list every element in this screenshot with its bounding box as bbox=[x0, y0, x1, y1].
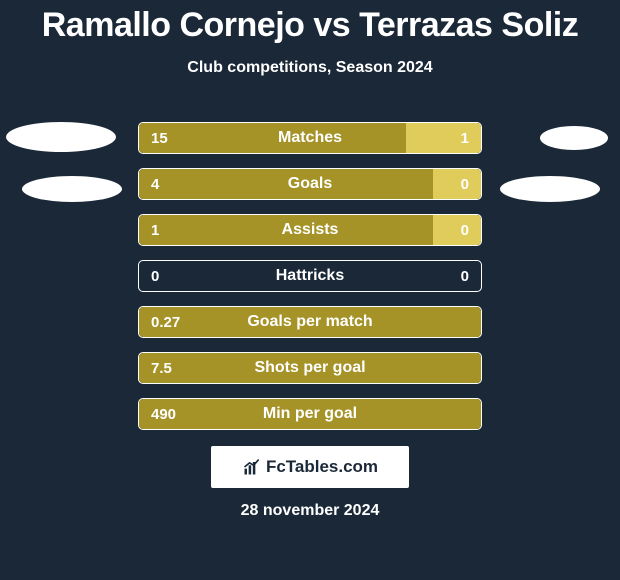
stat-right-value: 1 bbox=[461, 130, 469, 147]
stat-label: Shots per goal bbox=[139, 359, 481, 377]
stat-label: Matches bbox=[139, 129, 481, 147]
stat-row: 490Min per goal bbox=[138, 398, 482, 430]
chart-icon bbox=[242, 457, 262, 477]
stat-row: 7.5Shots per goal bbox=[138, 352, 482, 384]
stat-right-value: 0 bbox=[461, 222, 469, 239]
logo-text: FcTables.com bbox=[266, 457, 378, 477]
stat-right-value: 0 bbox=[461, 268, 469, 285]
stat-label: Hattricks bbox=[139, 267, 481, 285]
stat-label: Min per goal bbox=[139, 405, 481, 423]
decorative-ellipse-top-right bbox=[540, 126, 608, 150]
stats-bars: 15Matches14Goals01Assists00Hattricks00.2… bbox=[138, 122, 482, 444]
stat-row: 0.27Goals per match bbox=[138, 306, 482, 338]
stat-row: 15Matches1 bbox=[138, 122, 482, 154]
decorative-ellipse-bottom-left bbox=[22, 176, 122, 202]
subtitle: Club competitions, Season 2024 bbox=[0, 59, 620, 77]
stat-right-value: 0 bbox=[461, 176, 469, 193]
decorative-ellipse-bottom-right bbox=[500, 176, 600, 202]
decorative-ellipse-top-left bbox=[6, 122, 116, 152]
stat-label: Goals per match bbox=[139, 313, 481, 331]
stat-label: Goals bbox=[139, 175, 481, 193]
stat-row: 4Goals0 bbox=[138, 168, 482, 200]
logo-box: FcTables.com bbox=[211, 446, 409, 488]
page-title: Ramallo Cornejo vs Terrazas Soliz bbox=[0, 0, 620, 45]
stat-label: Assists bbox=[139, 221, 481, 239]
stat-row: 1Assists0 bbox=[138, 214, 482, 246]
date-text: 28 november 2024 bbox=[0, 502, 620, 520]
stat-row: 0Hattricks0 bbox=[138, 260, 482, 292]
